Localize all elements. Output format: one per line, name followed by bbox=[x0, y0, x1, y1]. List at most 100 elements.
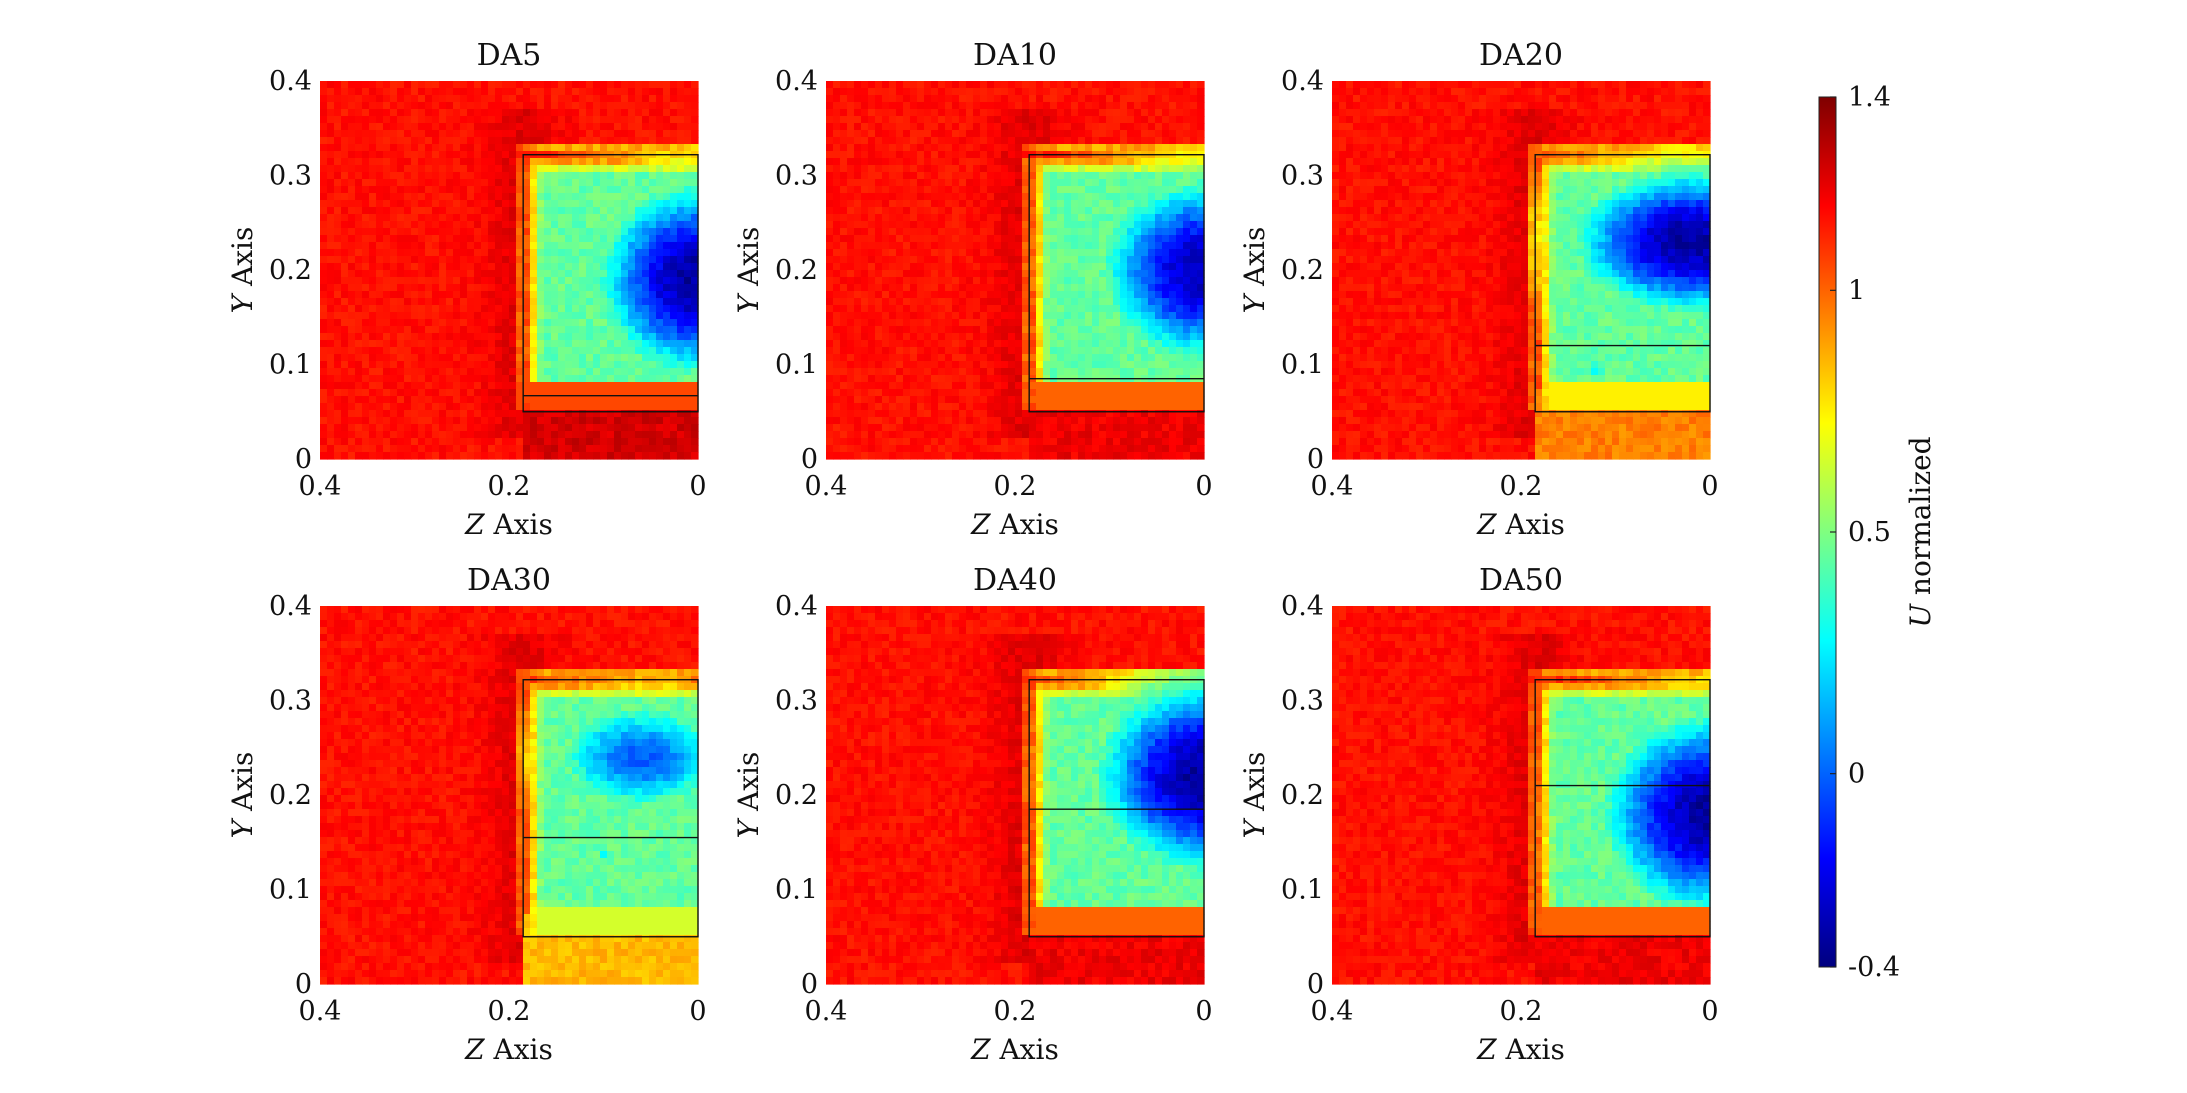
field-cell bbox=[523, 172, 531, 180]
field-cell bbox=[889, 123, 897, 131]
field-cell bbox=[355, 319, 363, 327]
field-cell bbox=[1057, 305, 1065, 313]
field-cell bbox=[425, 235, 433, 243]
field-cell bbox=[691, 249, 699, 257]
field-cell bbox=[635, 417, 643, 425]
field-cell bbox=[875, 137, 883, 145]
field-cell bbox=[404, 333, 412, 341]
field-cell bbox=[931, 368, 939, 376]
field-cell bbox=[670, 193, 678, 201]
field-cell bbox=[1008, 438, 1016, 446]
field-cell bbox=[397, 123, 405, 131]
field-cell bbox=[1029, 242, 1037, 250]
field-cell bbox=[320, 368, 328, 376]
field-cell bbox=[418, 438, 426, 446]
field-cell bbox=[355, 305, 363, 313]
field-cell bbox=[684, 368, 692, 376]
field-cell bbox=[994, 242, 1002, 250]
field-cell bbox=[341, 172, 349, 180]
field-cell bbox=[649, 179, 657, 187]
field-cell bbox=[628, 277, 636, 285]
field-cell bbox=[600, 221, 608, 229]
field-cell bbox=[931, 396, 939, 404]
field-cell bbox=[600, 263, 608, 271]
field-cell bbox=[1071, 410, 1079, 418]
field-cell bbox=[1008, 361, 1016, 369]
field-cell bbox=[607, 228, 615, 236]
field-cell bbox=[593, 235, 601, 243]
field-cell bbox=[684, 221, 692, 229]
field-cell bbox=[579, 81, 587, 89]
field-cell bbox=[684, 305, 692, 313]
field-cell bbox=[1029, 410, 1037, 418]
field-cell bbox=[586, 214, 594, 222]
field-cell bbox=[369, 319, 377, 327]
field-cell bbox=[348, 354, 356, 362]
field-cell bbox=[607, 326, 615, 334]
field-cell bbox=[677, 256, 685, 264]
field-cell bbox=[628, 319, 636, 327]
field-cell bbox=[628, 235, 636, 243]
field-cell bbox=[516, 438, 524, 446]
field-cell bbox=[341, 158, 349, 166]
field-cell bbox=[910, 186, 918, 194]
field-cell bbox=[586, 193, 594, 201]
field-cell bbox=[530, 410, 538, 418]
field-cell bbox=[1001, 277, 1009, 285]
field-cell bbox=[994, 95, 1002, 103]
field-cell bbox=[1036, 109, 1044, 117]
field-cell bbox=[467, 123, 475, 131]
field-cell bbox=[418, 270, 426, 278]
field-cell bbox=[684, 88, 692, 96]
field-cell bbox=[348, 326, 356, 334]
field-cell bbox=[327, 361, 335, 369]
field-cell bbox=[369, 375, 377, 383]
field-cell bbox=[425, 214, 433, 222]
field-cell bbox=[684, 452, 692, 460]
field-cell bbox=[903, 109, 911, 117]
field-cell bbox=[558, 291, 566, 299]
field-cell bbox=[917, 375, 925, 383]
field-cell bbox=[362, 235, 370, 243]
field-cell bbox=[973, 340, 981, 348]
field-cell bbox=[1015, 298, 1023, 306]
field-cell bbox=[530, 312, 538, 320]
field-cell bbox=[474, 291, 482, 299]
field-cell bbox=[558, 116, 566, 124]
field-cell bbox=[889, 263, 897, 271]
field-cell bbox=[425, 179, 433, 187]
field-cell bbox=[509, 389, 517, 397]
field-cell bbox=[446, 326, 454, 334]
field-cell bbox=[959, 172, 967, 180]
field-cell bbox=[404, 256, 412, 264]
field-cell bbox=[586, 109, 594, 117]
field-cell bbox=[649, 88, 657, 96]
field-cell bbox=[390, 298, 398, 306]
field-cell bbox=[889, 249, 897, 257]
field-cell bbox=[586, 403, 594, 411]
field-cell bbox=[404, 417, 412, 425]
field-cell bbox=[670, 214, 678, 222]
field-cell bbox=[376, 228, 384, 236]
field-cell bbox=[341, 137, 349, 145]
field-cell bbox=[1050, 284, 1058, 292]
field-cell bbox=[882, 221, 890, 229]
field-cell bbox=[1064, 340, 1072, 348]
field-cell bbox=[523, 81, 531, 89]
field-cell bbox=[418, 158, 426, 166]
field-cell bbox=[663, 452, 671, 460]
field-cell bbox=[565, 228, 573, 236]
field-cell bbox=[558, 242, 566, 250]
field-cell bbox=[931, 102, 939, 110]
field-cell bbox=[516, 410, 524, 418]
field-cell bbox=[600, 137, 608, 145]
field-cell bbox=[691, 445, 699, 453]
field-cell bbox=[677, 277, 685, 285]
field-cell bbox=[327, 333, 335, 341]
field-cell bbox=[910, 291, 918, 299]
field-cell bbox=[509, 312, 517, 320]
field-cell bbox=[369, 228, 377, 236]
field-cell bbox=[896, 88, 904, 96]
field-cell bbox=[614, 256, 622, 264]
field-cell bbox=[376, 88, 384, 96]
